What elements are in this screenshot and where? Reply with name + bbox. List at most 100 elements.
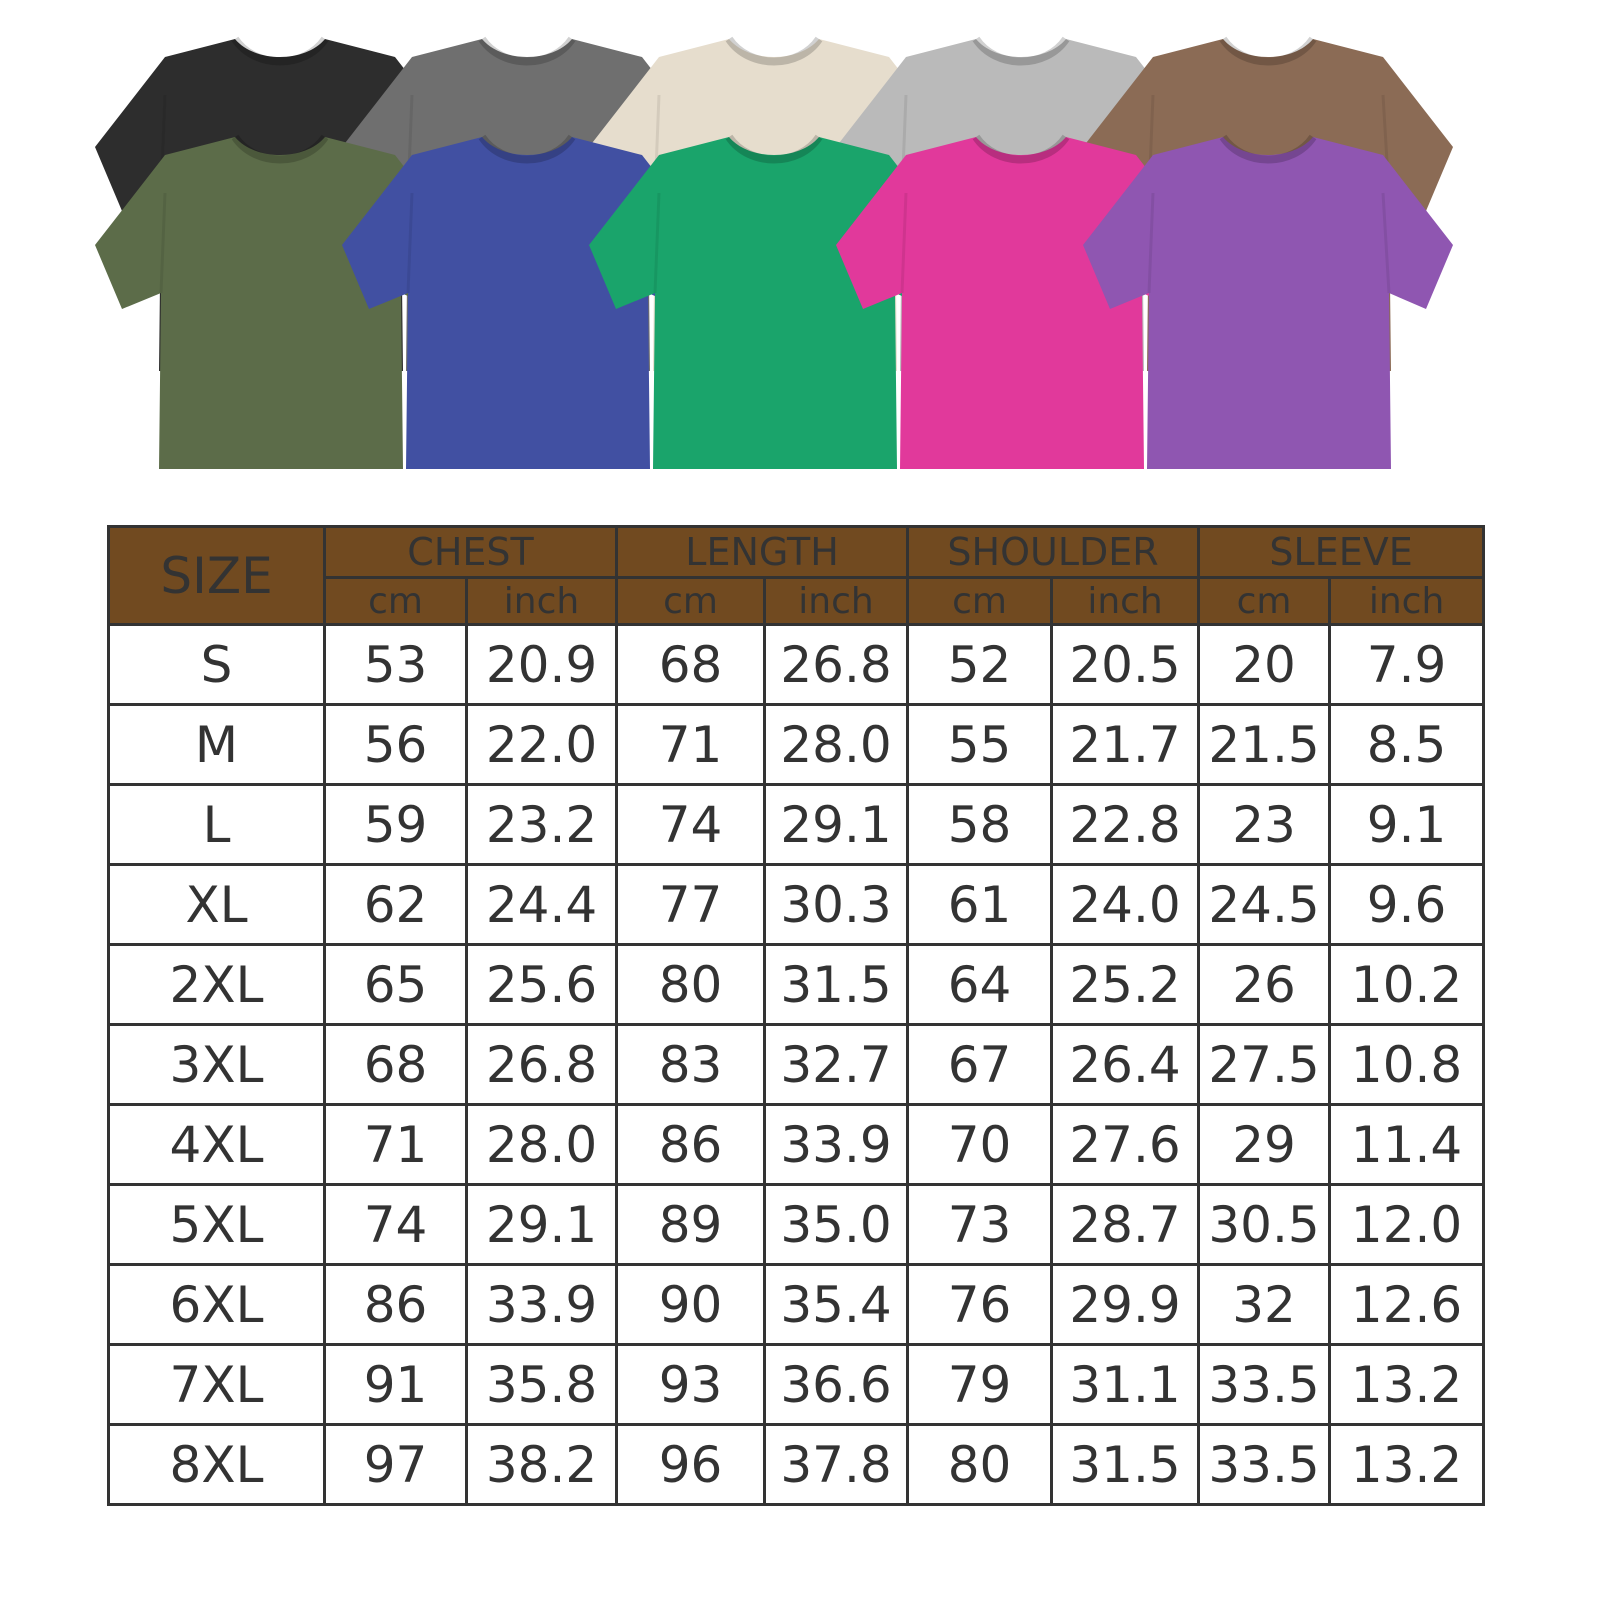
shoulder-inch-cell: 25.2 [1050, 943, 1201, 1026]
shoulder-inch-cell: 20.5 [1050, 623, 1201, 706]
length-cm-cell: 90 [615, 1263, 767, 1346]
chest-cm-cell: 62 [323, 863, 468, 946]
sleeve-cm-cell: 33.5 [1197, 1343, 1332, 1426]
shoulder-inch-cell: 22.8 [1050, 783, 1201, 866]
length-inch-cell: 33.9 [763, 1103, 910, 1186]
chest-inch-cell: 35.8 [464, 1343, 619, 1426]
chest-inch-cell: 20.9 [464, 623, 619, 706]
size-rows: S 53 20.9 68 26.8 52 20.5 20 7.9 M 56 22.0 71 28.0 55 2… [107, 623, 1486, 1506]
shoulder-cm-cell: 80 [906, 1423, 1054, 1506]
chest-cm-cell: 65 [323, 943, 468, 1026]
shoulder-inch-cell: 26.4 [1050, 1023, 1201, 1106]
size-cell: XL [107, 863, 326, 946]
length-cm-cell: 83 [615, 1023, 767, 1106]
shoulder-cm-cell: 58 [906, 783, 1054, 866]
sleeve-cm-cell: 24.5 [1197, 863, 1332, 946]
sleeve-cm-cell: 27.5 [1197, 1023, 1332, 1106]
size-cell: 4XL [107, 1103, 326, 1186]
length-header: LENGTH [615, 525, 910, 579]
shoulder-cm-cell: 61 [906, 863, 1054, 946]
length-cm-cell: 80 [615, 943, 767, 1026]
chest-cm-cell: 97 [323, 1423, 468, 1506]
sleeve-cm-cell: 26 [1197, 943, 1332, 1026]
length-inch-cell: 31.5 [763, 943, 910, 1026]
sleeve-header: SLEEVE [1197, 525, 1486, 579]
sleeve-inch-cell: 11.4 [1328, 1103, 1486, 1186]
length-cm-cell: 93 [615, 1343, 767, 1426]
chest-inch-cell: 26.8 [464, 1023, 619, 1106]
table-row: 8XL 97 38.2 96 37.8 80 31.5 33.5 13.2 [107, 1423, 1486, 1506]
chest-inch-cell: 25.6 [464, 943, 619, 1026]
shoulder-cm-cell: 79 [906, 1343, 1054, 1426]
sleeve-cm-cell: 23 [1197, 783, 1332, 866]
table-row: S 53 20.9 68 26.8 52 20.5 20 7.9 [107, 623, 1486, 706]
chest-inch-header: inch [464, 576, 619, 626]
length-inch-cell: 36.6 [763, 1343, 910, 1426]
table-row: 2XL 65 25.6 80 31.5 64 25.2 26 10.2 [107, 943, 1486, 1026]
sleeve-cm-cell: 33.5 [1197, 1423, 1332, 1506]
length-inch-cell: 37.8 [763, 1423, 910, 1506]
shoulder-inch-cell: 28.7 [1050, 1183, 1201, 1266]
chest-cm-cell: 71 [323, 1103, 468, 1186]
sleeve-inch-header: inch [1328, 576, 1486, 626]
length-cm-cell: 68 [615, 623, 767, 706]
size-cell: 7XL [107, 1343, 326, 1426]
table-row: XL 62 24.4 77 30.3 61 24.0 24.5 9.6 [107, 863, 1486, 946]
size-header: SIZE [107, 525, 326, 626]
length-inch-cell: 29.1 [763, 783, 910, 866]
table-row: 6XL 86 33.9 90 35.4 76 29.9 32 12.6 [107, 1263, 1486, 1346]
chest-inch-cell: 22.0 [464, 703, 619, 786]
length-cm-cell: 74 [615, 783, 767, 866]
shoulder-inch-cell: 29.9 [1050, 1263, 1201, 1346]
sleeve-cm-header: cm [1197, 576, 1332, 626]
chest-cm-cell: 86 [323, 1263, 468, 1346]
size-chart-table: SIZE CHEST LENGTH SHOULDER SLEEVE cm inc… [107, 525, 1486, 1506]
chest-cm-cell: 59 [323, 783, 468, 866]
chest-cm-cell: 56 [323, 703, 468, 786]
chest-cm-cell: 91 [323, 1343, 468, 1426]
sleeve-inch-cell: 9.6 [1328, 863, 1486, 946]
size-cell: M [107, 703, 326, 786]
length-cm-cell: 71 [615, 703, 767, 786]
shoulder-header: SHOULDER [906, 525, 1201, 579]
shoulder-inch-cell: 31.1 [1050, 1343, 1201, 1426]
chest-inch-cell: 28.0 [464, 1103, 619, 1186]
length-cm-header: cm [615, 576, 767, 626]
shoulder-inch-cell: 27.6 [1050, 1103, 1201, 1186]
chest-inch-cell: 24.4 [464, 863, 619, 946]
chest-cm-cell: 68 [323, 1023, 468, 1106]
shoulder-cm-header: cm [906, 576, 1054, 626]
length-cm-cell: 89 [615, 1183, 767, 1266]
chest-cm-cell: 53 [323, 623, 468, 706]
shoulder-cm-cell: 64 [906, 943, 1054, 1026]
length-inch-cell: 28.0 [763, 703, 910, 786]
shoulder-inch-header: inch [1050, 576, 1201, 626]
sleeve-inch-cell: 10.2 [1328, 943, 1486, 1026]
chest-inch-cell: 29.1 [464, 1183, 619, 1266]
shoulder-cm-cell: 73 [906, 1183, 1054, 1266]
chest-inch-cell: 33.9 [464, 1263, 619, 1346]
chest-cm-cell: 74 [323, 1183, 468, 1266]
length-cm-cell: 77 [615, 863, 767, 946]
chest-header: CHEST [322, 525, 619, 579]
size-cell: L [107, 783, 326, 866]
length-cm-cell: 96 [615, 1423, 767, 1506]
table-row: L 59 23.2 74 29.1 58 22.8 23 9.1 [107, 783, 1486, 866]
size-cell: 3XL [107, 1023, 326, 1106]
shoulder-inch-cell: 24.0 [1050, 863, 1201, 946]
length-inch-cell: 26.8 [763, 623, 910, 706]
shoulder-cm-cell: 55 [906, 703, 1054, 786]
chest-inch-cell: 23.2 [464, 783, 619, 866]
length-inch-header: inch [763, 576, 910, 626]
sleeve-cm-cell: 29 [1197, 1103, 1332, 1186]
length-inch-cell: 30.3 [763, 863, 910, 946]
size-cell: 8XL [107, 1423, 326, 1506]
size-cell: 6XL [107, 1263, 326, 1346]
shoulder-cm-cell: 76 [906, 1263, 1054, 1346]
shoulder-inch-cell: 31.5 [1050, 1423, 1201, 1506]
sleeve-cm-cell: 30.5 [1197, 1183, 1332, 1266]
size-cell: 2XL [107, 943, 326, 1026]
table-row: 7XL 91 35.8 93 36.6 79 31.1 33.5 13.2 [107, 1343, 1486, 1426]
shoulder-cm-cell: 70 [906, 1103, 1054, 1186]
sleeve-inch-cell: 9.1 [1328, 783, 1486, 866]
